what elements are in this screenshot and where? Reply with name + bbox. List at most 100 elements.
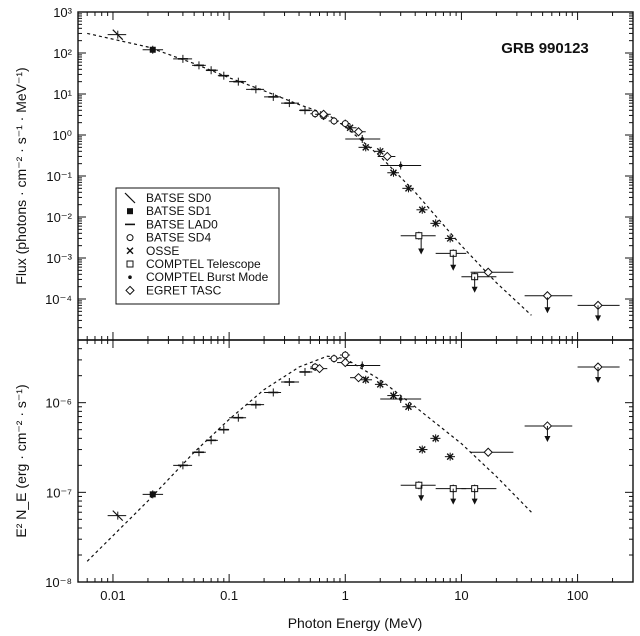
point-egret-tasc [470, 447, 514, 457]
legend-item: COMPTEL Burst Mode [128, 270, 269, 284]
point-batse-lad0 [281, 378, 300, 387]
point-batse-lad0 [264, 388, 282, 397]
top-y-tick-label: 10⁻³ [46, 251, 72, 266]
point-batse-lad0 [192, 448, 206, 457]
point-osse [345, 123, 357, 132]
bottom-y-axis-label: E² N_E (erg · cm⁻² · s⁻¹) [13, 384, 29, 537]
upper-limit-head [471, 498, 478, 505]
top-y-tick-label: 10² [53, 46, 72, 61]
point-batse-lad0 [229, 77, 247, 86]
point-batse-lad0 [246, 400, 265, 409]
x-tick-label: 1 [342, 588, 349, 603]
point-batse-lad0 [217, 71, 230, 80]
point-egret-tasc [310, 363, 328, 374]
legend-box [115, 187, 280, 305]
point-egret-tasc [377, 151, 396, 162]
upper-limit-head [471, 286, 478, 293]
point-osse [387, 391, 399, 400]
point-egret-tasc [470, 267, 514, 277]
x-tick-label: 10 [454, 588, 468, 603]
point-batse-lad0 [299, 367, 313, 376]
point-batse-sd1 [142, 45, 164, 54]
top-y-tick-label: 10⁻¹ [46, 169, 72, 184]
bottom-panel-frame [77, 339, 634, 583]
point-batse-lad0 [173, 54, 193, 63]
point-batse-sd0 [107, 29, 127, 41]
legend-label: BATSE SD0 [146, 191, 211, 205]
upper-limit-head [450, 498, 457, 505]
legend-label: COMPTEL Telescope [146, 257, 261, 271]
upper-limit-head [595, 315, 602, 322]
legend-item: BATSE SD0 [124, 191, 211, 205]
point-batse-sd4 [328, 116, 339, 125]
top-y-tick-label: 10³ [53, 5, 72, 20]
x-tick-label: 0.01 [100, 588, 125, 603]
point-osse [402, 402, 414, 411]
point-comptel-telescope [400, 231, 436, 240]
point-egret-tasc [337, 357, 353, 368]
legend-label: BATSE SD4 [146, 231, 211, 245]
x-tick-label: 0.1 [220, 588, 238, 603]
point-egret-tasc [315, 109, 331, 119]
point-comptel-burst-mode [345, 361, 381, 370]
point-osse [444, 234, 455, 243]
point-batse-sd0 [107, 510, 127, 522]
top-y-tick-label: 10¹ [53, 87, 72, 102]
point-batse-lad0 [264, 92, 282, 101]
upper-limit-head [544, 435, 551, 442]
top-upper-limits [418, 238, 602, 322]
point-comptel-burst-mode [380, 394, 422, 403]
point-batse-lad0 [205, 436, 218, 445]
point-batse-lad0 [205, 66, 218, 75]
bottom-upper-limits [418, 366, 602, 505]
point-osse [444, 452, 455, 461]
point-batse-sd4 [328, 354, 339, 363]
legend-item: COMPTEL Telescope [126, 257, 261, 271]
point-batse-lad0 [229, 413, 247, 422]
bottom-y-tick-label: 10⁻⁷ [46, 485, 72, 500]
point-batse-lad0 [299, 106, 313, 115]
point-comptel-telescope [400, 481, 436, 490]
point-osse [387, 168, 399, 177]
point-osse [430, 434, 441, 443]
point-comptel-burst-mode [345, 134, 381, 143]
point-batse-sd4 [310, 109, 320, 118]
x-tick-label: 100 [567, 588, 589, 603]
point-osse [416, 205, 428, 214]
bottom-data-points [107, 351, 620, 522]
legend-label: BATSE SD1 [146, 204, 211, 218]
point-egret-tasc [350, 372, 366, 383]
top-axis-ticks: 10⁻⁴ 10⁻³ 10⁻² 10⁻¹ 10⁰ 10¹ 10² 10³ [45, 5, 634, 341]
legend-item: EGRET TASC [125, 283, 222, 297]
chart-title: GRB 990123 [501, 40, 589, 57]
point-egret-tasc [350, 127, 366, 137]
legend-label: BATSE LAD0 [146, 217, 218, 231]
top-y-tick-label: 10⁻² [46, 210, 72, 225]
top-y-tick-label: 10⁻⁴ [45, 292, 72, 307]
bottom-axis-ticks: 10⁻⁸ 10⁻⁷ 10⁻⁶ 0.01 0.1 1 10 100 [45, 339, 634, 603]
upper-limit-head [418, 248, 425, 255]
legend-item: BATSE LAD0 [125, 217, 218, 231]
legend-label: OSSE [146, 244, 179, 258]
point-batse-lad0 [173, 461, 193, 470]
upper-limit-head [595, 376, 602, 383]
legend-label: COMPTEL Burst Mode [146, 270, 269, 284]
top-y-axis-label: Flux (photons · cm⁻² · s⁻¹ · MeV⁻¹) [13, 67, 29, 284]
point-batse-lad0 [246, 85, 265, 94]
point-comptel-burst-mode [380, 161, 422, 170]
point-batse-lad0 [192, 61, 206, 70]
bottom-y-tick-label: 10⁻⁶ [45, 396, 72, 411]
point-osse [374, 147, 386, 156]
bottom-y-tick-label: 10⁻⁸ [45, 575, 72, 590]
legend-item: BATSE SD4 [126, 231, 211, 245]
point-osse [402, 184, 414, 193]
point-osse [430, 219, 441, 228]
upper-limit-head [418, 495, 425, 502]
top-data-points [107, 29, 620, 311]
point-batse-lad0 [281, 99, 300, 108]
point-osse [358, 143, 373, 152]
upper-limit-head [450, 264, 457, 271]
legend-item: OSSE [126, 244, 179, 258]
x-axis-label: Photon Energy (MeV) [288, 615, 423, 631]
